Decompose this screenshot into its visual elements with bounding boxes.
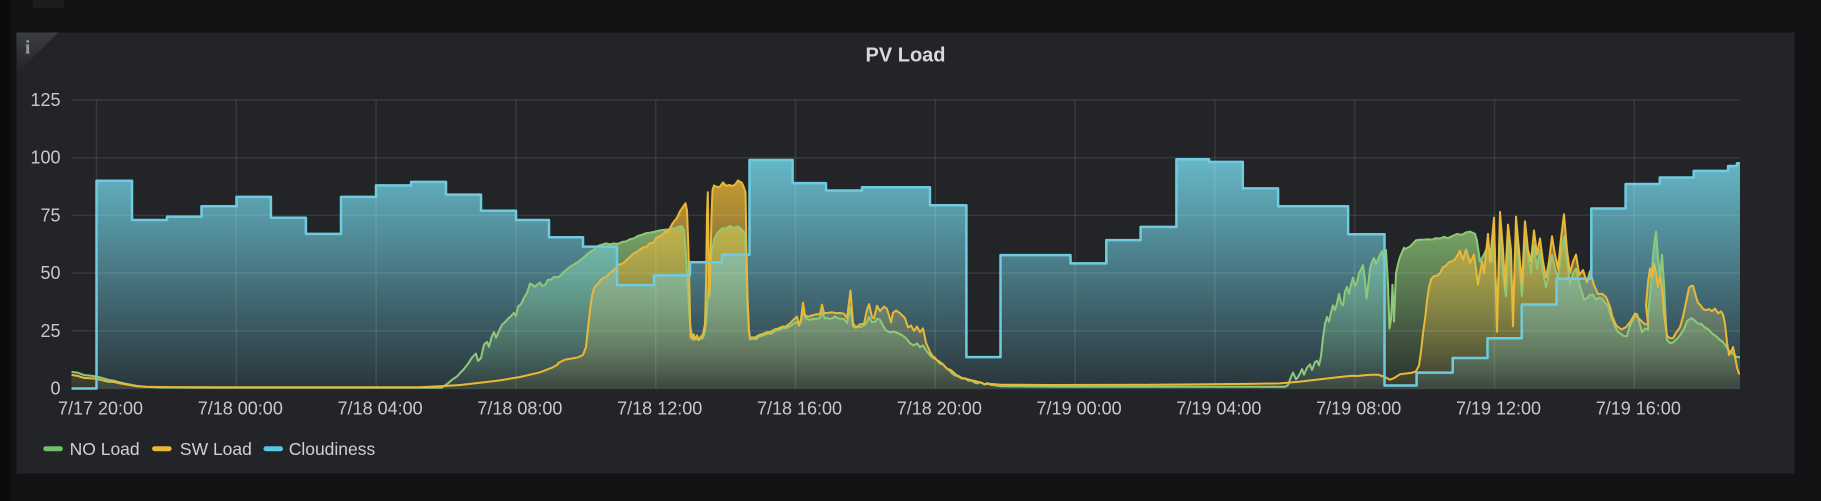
svg-text:25: 25 <box>40 321 60 341</box>
svg-text:125: 125 <box>30 90 60 110</box>
svg-text:7/17 20:00: 7/17 20:00 <box>58 399 143 419</box>
svg-text:7/18 20:00: 7/18 20:00 <box>897 399 982 419</box>
svg-text:100: 100 <box>30 148 60 168</box>
svg-text:7/19 12:00: 7/19 12:00 <box>1456 399 1541 419</box>
svg-text:SW Load: SW Load <box>180 439 252 459</box>
svg-text:7/18 00:00: 7/18 00:00 <box>198 399 283 419</box>
svg-text:50: 50 <box>40 263 60 283</box>
svg-text:7/19 08:00: 7/19 08:00 <box>1316 399 1401 419</box>
svg-text:Cloudiness: Cloudiness <box>289 439 376 459</box>
svg-text:PV Load: PV Load <box>865 45 945 67</box>
svg-text:NO Load: NO Load <box>70 439 140 459</box>
svg-text:7/18 08:00: 7/18 08:00 <box>477 399 562 419</box>
svg-text:7/18 12:00: 7/18 12:00 <box>617 399 702 419</box>
svg-text:7/18 04:00: 7/18 04:00 <box>338 399 423 419</box>
svg-text:7/19 16:00: 7/19 16:00 <box>1596 399 1681 419</box>
svg-text:7/19 04:00: 7/19 04:00 <box>1176 399 1261 419</box>
svg-text:0: 0 <box>50 379 60 399</box>
svg-text:75: 75 <box>40 205 60 225</box>
svg-text:7/19 00:00: 7/19 00:00 <box>1037 399 1122 419</box>
svg-text:i: i <box>25 38 30 59</box>
svg-text:7/18 16:00: 7/18 16:00 <box>757 399 842 419</box>
